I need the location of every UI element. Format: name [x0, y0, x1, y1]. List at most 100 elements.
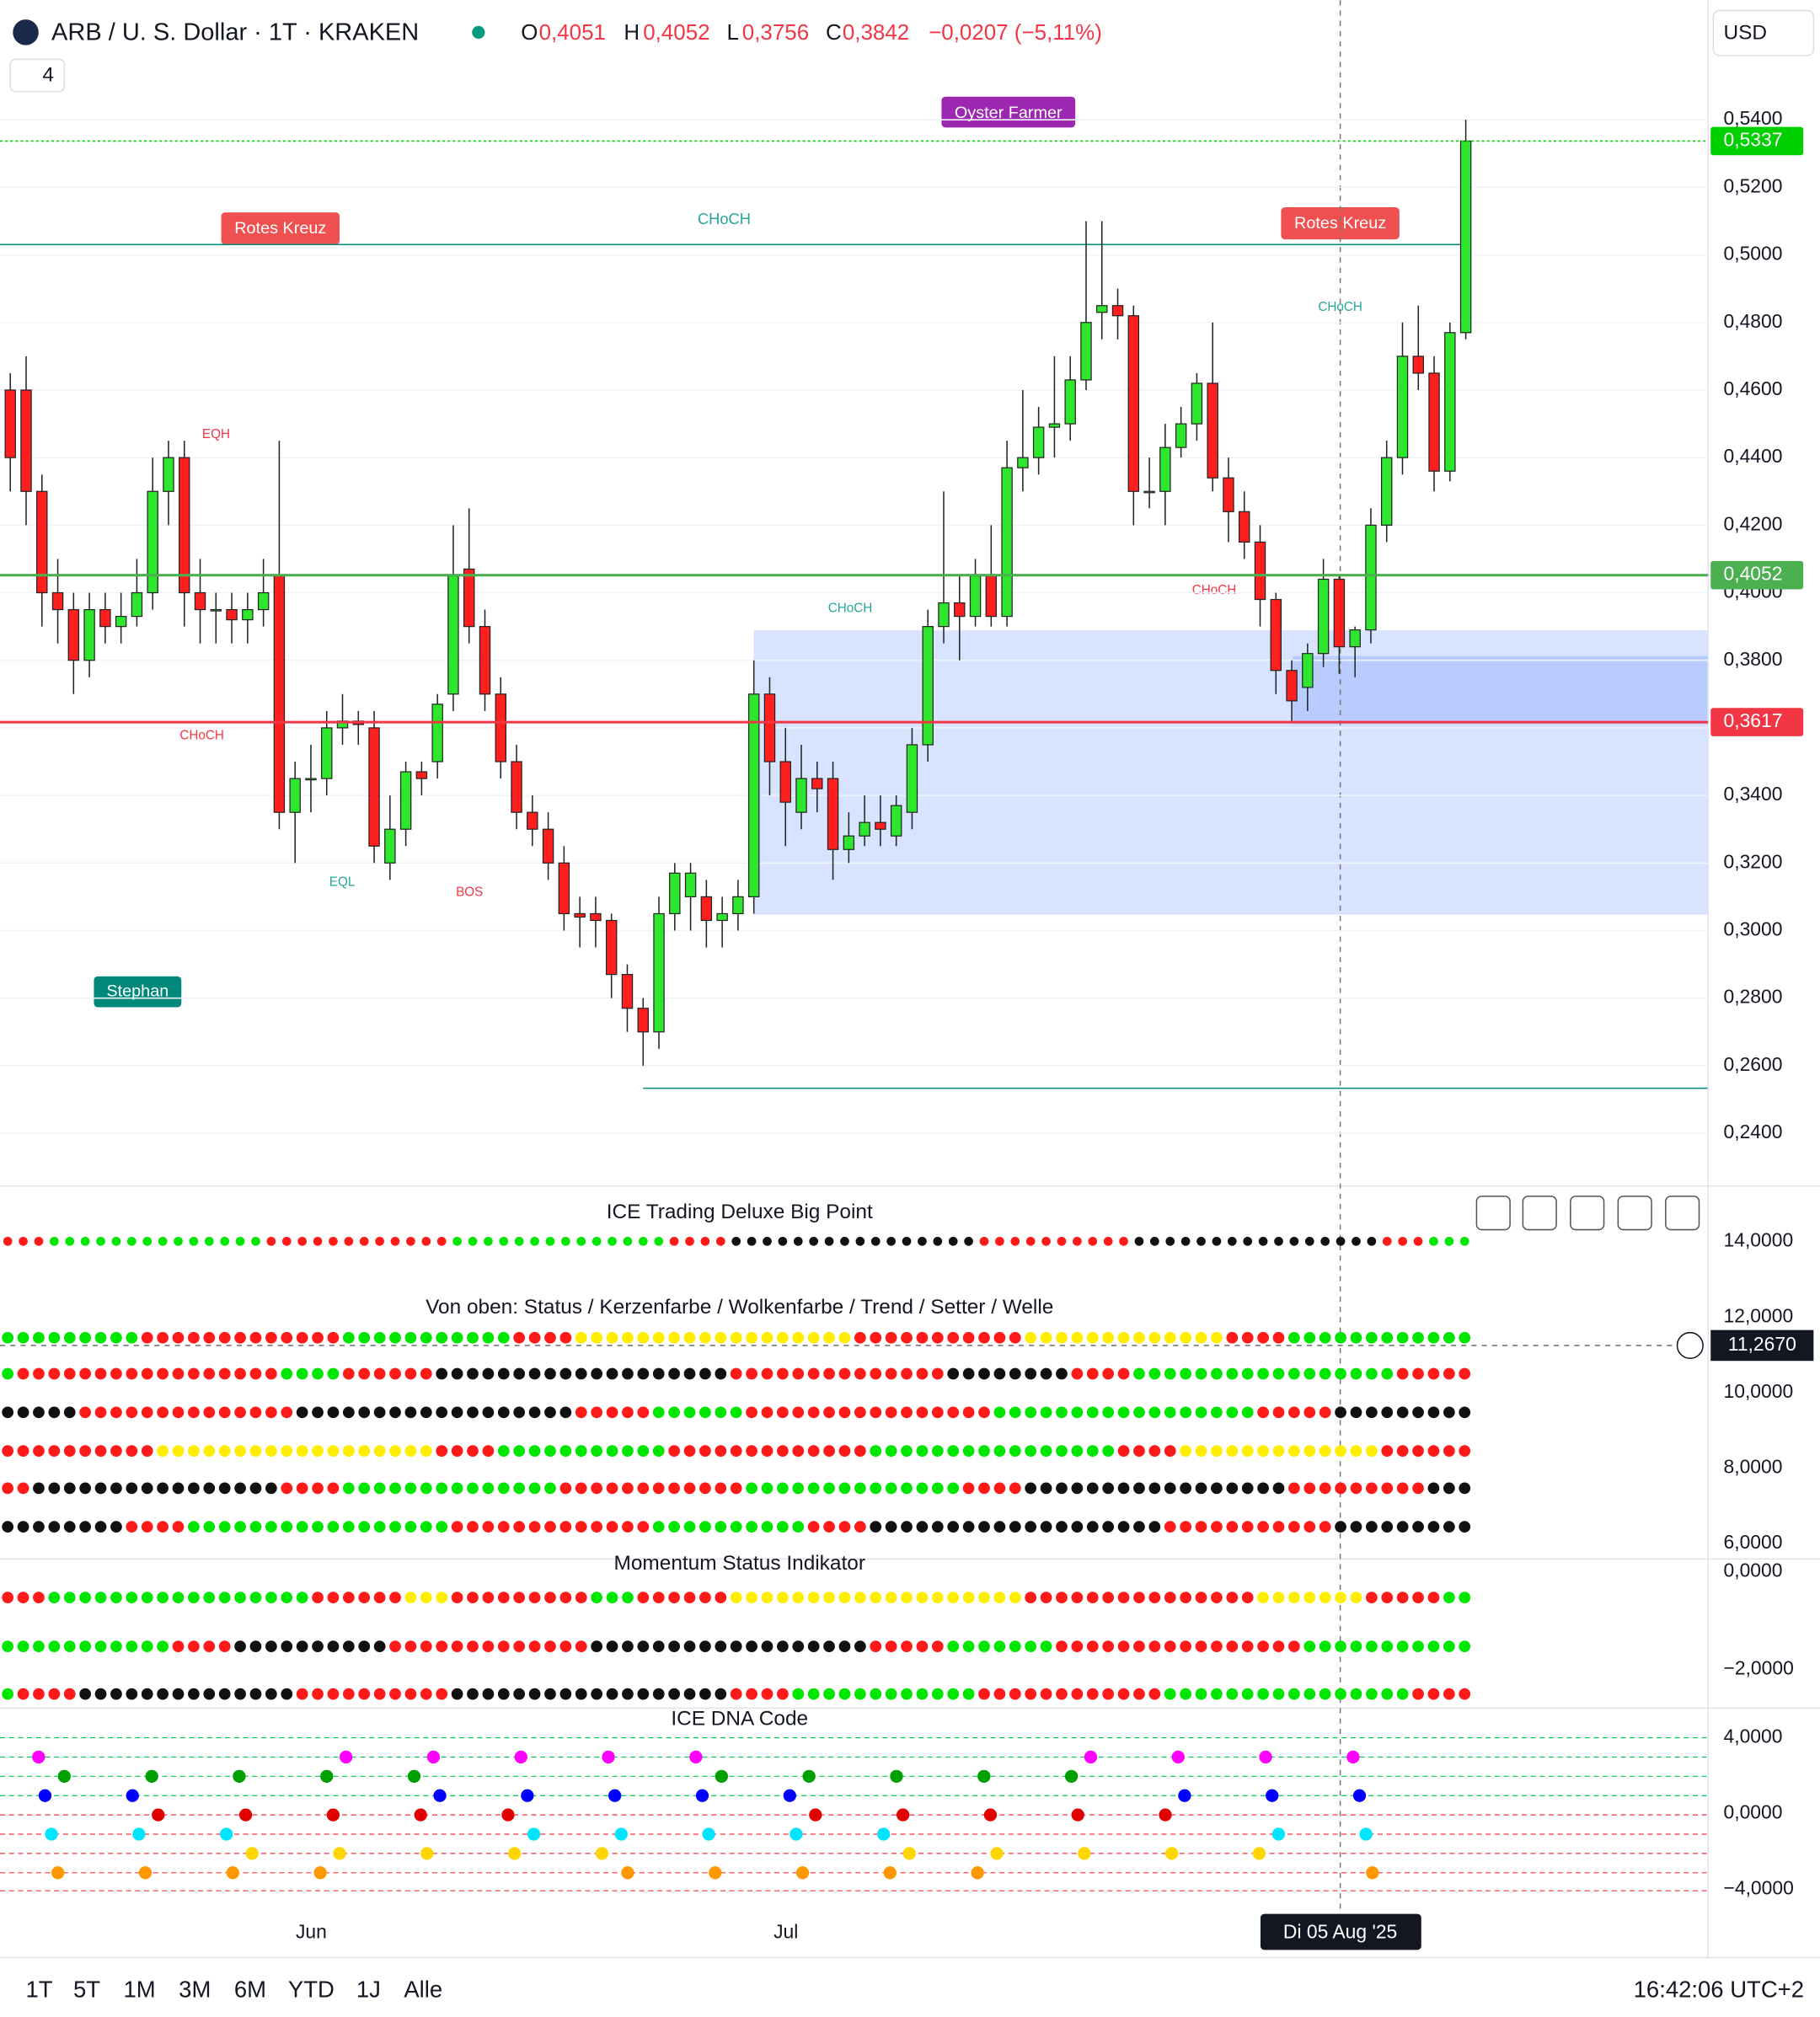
status-dot — [79, 1688, 91, 1700]
collapse-button[interactable] — [9, 58, 66, 93]
status-dot — [281, 1482, 293, 1495]
status-dot — [33, 1482, 45, 1495]
status-dot — [373, 1592, 386, 1604]
status-dot — [1396, 1367, 1409, 1380]
status-dot — [1412, 1406, 1424, 1419]
status-dot — [218, 1640, 231, 1653]
status-dot — [885, 1445, 897, 1457]
candle-body — [1396, 356, 1409, 458]
status-dot — [993, 1367, 1006, 1380]
status-dot — [390, 1236, 400, 1246]
status-dot — [730, 1331, 742, 1344]
pane-button[interactable] — [1522, 1196, 1557, 1231]
status-dot — [606, 1331, 618, 1344]
y-tick-label: 0,2400 — [1724, 1121, 1783, 1142]
status-dot — [1040, 1331, 1052, 1344]
range-button[interactable]: 1M — [124, 1976, 156, 2002]
status-dot — [1381, 1592, 1394, 1604]
candle-body — [1365, 524, 1377, 631]
range-button[interactable]: 5T — [73, 1976, 100, 2002]
status-dot — [327, 1521, 340, 1533]
candle-body — [447, 575, 459, 695]
status-dot — [962, 1521, 975, 1533]
range-button[interactable]: 3M — [179, 1976, 211, 2002]
status-dot — [203, 1367, 216, 1380]
status-dot — [854, 1367, 866, 1380]
range-button[interactable]: YTD — [288, 1976, 335, 2002]
status-dot — [1164, 1482, 1176, 1495]
status-dot — [1288, 1640, 1300, 1653]
status-dot — [699, 1688, 711, 1700]
status-dot — [978, 1592, 990, 1604]
candle-body — [495, 693, 506, 762]
status-dot — [296, 1688, 308, 1700]
status-dot — [668, 1521, 680, 1533]
pane-button[interactable] — [1475, 1196, 1511, 1231]
add-button[interactable] — [1676, 1331, 1704, 1359]
status-dot — [591, 1688, 603, 1700]
status-dot — [746, 1592, 757, 1604]
status-dot — [1056, 1521, 1068, 1533]
dna-dot — [602, 1750, 615, 1764]
status-dot — [1212, 1236, 1222, 1246]
pane-button[interactable] — [1570, 1196, 1605, 1231]
status-dot — [1427, 1406, 1440, 1419]
dna-dot — [407, 1769, 421, 1783]
currency-button[interactable] — [1712, 9, 1815, 56]
status-dot — [993, 1592, 1006, 1604]
status-dot — [931, 1482, 944, 1495]
status-dot — [652, 1688, 665, 1700]
range-button[interactable]: 6M — [234, 1976, 266, 2002]
status-dot — [1102, 1592, 1115, 1604]
status-dot — [1180, 1592, 1191, 1604]
status-dot — [1335, 1482, 1346, 1495]
status-dot — [637, 1482, 650, 1495]
status-dot — [1102, 1331, 1115, 1344]
status-dot — [1413, 1236, 1423, 1246]
price-tag — [1710, 560, 1804, 590]
candle-body — [1412, 356, 1424, 374]
pane-title: Momentum Status Indikator — [614, 1552, 865, 1575]
status-dot — [1412, 1331, 1424, 1344]
status-dot — [358, 1331, 371, 1344]
status-dot — [1071, 1406, 1084, 1419]
status-dot — [652, 1445, 665, 1457]
dna-dot — [1352, 1789, 1367, 1802]
status-dot — [1257, 1688, 1269, 1700]
status-dot — [1086, 1640, 1099, 1653]
status-dot — [700, 1236, 710, 1246]
status-dot — [530, 1236, 539, 1246]
dna-dot — [1071, 1808, 1084, 1822]
status-dot — [715, 1521, 727, 1533]
candle-body — [1381, 457, 1393, 526]
status-dot — [1459, 1482, 1471, 1495]
status-dot — [234, 1445, 246, 1457]
pane-button[interactable] — [1665, 1196, 1700, 1231]
dna-dot — [501, 1808, 515, 1822]
status-dot — [807, 1521, 820, 1533]
status-dot — [126, 1367, 138, 1380]
status-dot — [1365, 1521, 1378, 1533]
status-dot — [1257, 1521, 1269, 1533]
range-button[interactable]: 1T — [26, 1976, 53, 2002]
status-dot — [63, 1640, 76, 1653]
status-dot — [110, 1592, 122, 1604]
status-dot — [870, 1367, 882, 1380]
candle-body — [242, 608, 254, 621]
status-dot — [1133, 1482, 1145, 1495]
status-dot — [575, 1367, 587, 1380]
status-dot — [792, 1406, 805, 1419]
range-button[interactable]: Alle — [404, 1976, 442, 2002]
status-dot — [1040, 1521, 1052, 1533]
status-dot — [172, 1640, 185, 1653]
status-dot — [699, 1331, 711, 1344]
pane-button[interactable] — [1617, 1196, 1652, 1231]
status-dot — [854, 1406, 866, 1419]
status-dot — [234, 1688, 246, 1700]
status-dot — [141, 1592, 153, 1604]
status-dot — [544, 1640, 556, 1653]
status-dot — [947, 1406, 960, 1419]
status-dot — [1459, 1367, 1471, 1380]
status-dot — [33, 1367, 45, 1380]
range-button[interactable]: 1J — [356, 1976, 381, 2002]
